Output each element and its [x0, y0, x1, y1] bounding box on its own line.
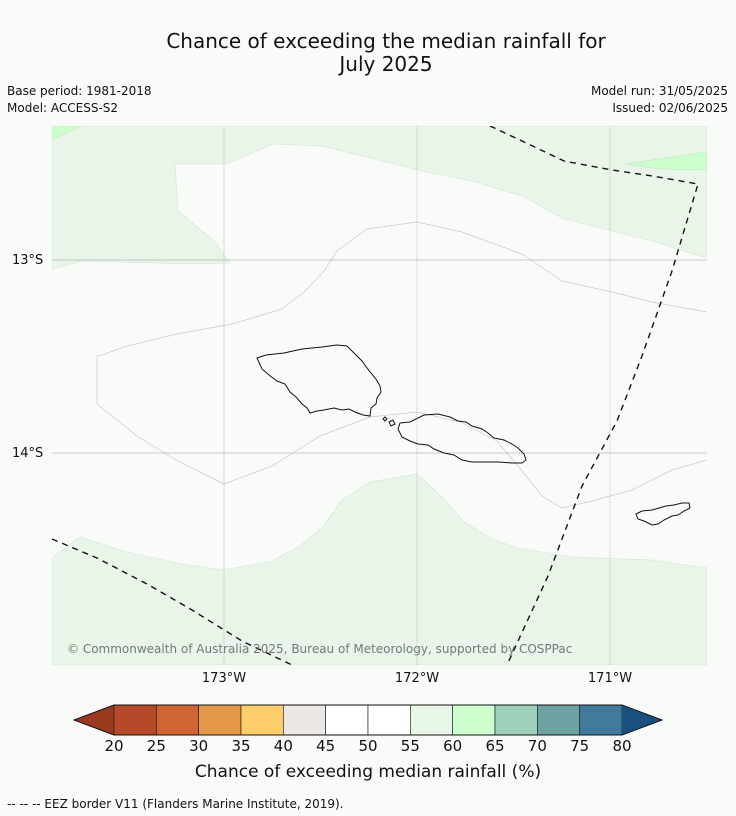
- colorbar-tick-55: 55: [400, 737, 420, 755]
- model-name: Model: ACCESS-S2: [7, 101, 119, 115]
- colorbar-label: Chance of exceeding median rainfall (%): [194, 762, 542, 782]
- colorbar-tick-65: 65: [485, 737, 505, 755]
- colorbar-tick-50: 50: [358, 737, 378, 755]
- colorbar-segment-55-60: [410, 704, 453, 736]
- island-savaii: [256, 344, 382, 417]
- colorbar-segment-50-55: [367, 704, 411, 736]
- colorbar-segment-60-65: [452, 704, 496, 736]
- island-tutuila: [635, 502, 691, 526]
- graticule: [52, 126, 707, 665]
- island-apolima: [382, 416, 388, 422]
- colorbar-tick-40: 40: [273, 737, 293, 755]
- island-manono: [388, 419, 396, 427]
- contour-50-55: [96, 221, 707, 485]
- colorbar-tick-45: 45: [316, 737, 336, 755]
- region-60-65-ne: [625, 151, 707, 171]
- lon-label-172w: 172°W: [394, 671, 440, 686]
- colorbar-tick-70: 70: [527, 737, 547, 755]
- colorbar-segment-25-30: [156, 704, 199, 736]
- colorbar-segment-75-80: [579, 704, 623, 736]
- colorbar-segment-70-75: [537, 704, 580, 736]
- colorbar-segment-45-50: [325, 704, 369, 736]
- region-55-60-north: [52, 126, 707, 270]
- colorbar-tick-75: 75: [570, 737, 590, 755]
- colorbar-segment-40-45: [283, 704, 326, 736]
- chart-title: Chance of exceeding the median rainfall …: [0, 30, 736, 76]
- eez-border-west: [52, 538, 293, 665]
- eez-footnote: -- -- -- EEZ border V11 (Flanders Marine…: [7, 797, 344, 811]
- title-line-2: July 2025: [339, 52, 433, 76]
- colorbar-segments: [74, 704, 662, 736]
- colorbar-tick-35: 35: [231, 737, 251, 755]
- issued-date: Issued: 02/06/2025: [612, 101, 728, 115]
- colorbar-tick-20: 20: [104, 737, 124, 755]
- meta-right: Model run: 31/05/2025 Issued: 02/06/2025: [591, 83, 728, 117]
- colorbar-tick-80: 80: [612, 737, 632, 755]
- colorbar-outline: [72, 704, 664, 736]
- base-period: Base period: 1981-2018: [7, 84, 152, 98]
- colorbar-arrow-low: [74, 705, 114, 735]
- colorbar-segment-35-40: [240, 704, 284, 736]
- map-panel: [52, 126, 707, 665]
- colorbar-tick-60: 60: [443, 737, 463, 755]
- colorbar-arrow-high: [622, 705, 662, 735]
- colorbar-segment-65-70: [494, 704, 538, 736]
- colorbar-tick-25: 25: [146, 737, 166, 755]
- copyright-notice: © Commonwealth of Australia 2025, Bureau…: [67, 642, 573, 656]
- colorbar-segment-20-25: [113, 704, 157, 736]
- lon-label-171w: 171°W: [587, 671, 633, 686]
- model-run: Model run: 31/05/2025: [590, 84, 728, 98]
- colorbar: [72, 704, 664, 736]
- contour-lower: [223, 411, 707, 509]
- meta-left: Base period: 1981-2018 Model: ACCESS-S2: [7, 83, 152, 117]
- lon-label-173w: 173°W: [201, 671, 247, 686]
- region-60-65-nw: [52, 126, 83, 140]
- colorbar-tick-30: 30: [189, 737, 209, 755]
- island-upolu: [397, 413, 527, 464]
- lat-label-13s: 13°S: [12, 253, 44, 268]
- lat-label-14s: 14°S: [12, 446, 44, 461]
- title-line-1: Chance of exceeding the median rainfall …: [166, 29, 606, 53]
- colorbar-segment-30-35: [198, 704, 242, 736]
